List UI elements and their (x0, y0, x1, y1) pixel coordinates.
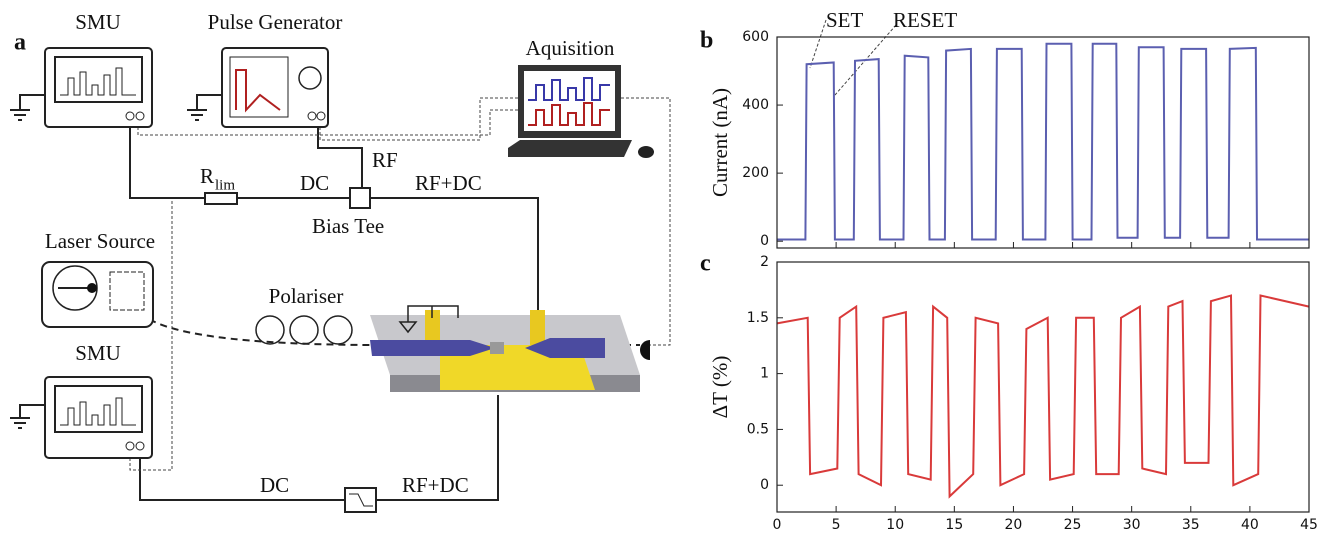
label: Bias Tee (312, 214, 384, 238)
x-tick-label: 40 (1241, 517, 1259, 533)
panel-label: c (700, 251, 711, 277)
x-tick-label: 20 (1005, 517, 1023, 533)
port (135, 111, 145, 121)
wire (129, 127, 539, 310)
schematic: SMU Pulse Generator Aquisition RF DC R l… (10, 10, 671, 513)
y-axis-label: Current (nA) (708, 88, 732, 197)
port (307, 111, 317, 121)
y-tick-label: 600 (742, 29, 769, 45)
y-axis-label: ΔT (%) (708, 356, 732, 419)
y-tick-label: 400 (742, 97, 769, 113)
label: Laser Source (45, 229, 155, 253)
data-line (777, 42, 1309, 241)
y-tick-label: 0 (760, 477, 769, 493)
screen (229, 56, 289, 118)
label: DC (300, 171, 329, 195)
x-tick-label: 45 (1300, 517, 1318, 533)
ground (187, 94, 222, 121)
y-tick-label: 200 (742, 165, 769, 181)
label: RF+DC (415, 171, 482, 195)
label: SMU (75, 341, 121, 365)
keyboard (508, 140, 632, 157)
waveform (60, 67, 136, 96)
label: lim (215, 177, 235, 193)
keypad (109, 271, 145, 311)
wire (317, 127, 363, 188)
y-tick-label: 1 (760, 366, 769, 382)
y-tick-label: 2 (760, 254, 769, 270)
plot-frame (776, 261, 1310, 513)
monitor-screen (524, 71, 615, 131)
y-tick-label: 1.5 (747, 310, 769, 326)
port (135, 441, 145, 451)
label: RF (372, 148, 398, 172)
detector (640, 340, 650, 360)
annotation: SET (826, 8, 864, 32)
y-tick-label: 0.5 (747, 421, 769, 437)
port (316, 111, 326, 121)
waveguide (370, 338, 605, 358)
label: Pulse Generator (208, 10, 343, 34)
cell (490, 342, 504, 354)
wire (139, 395, 499, 501)
label: SMU (75, 10, 121, 34)
label: RF+DC (402, 473, 469, 497)
plot-frame (776, 36, 1310, 249)
x-tick-label: 10 (886, 517, 904, 533)
resistor (204, 192, 238, 205)
panel-label: b (700, 28, 713, 54)
port (125, 111, 135, 121)
x-tick-label: 25 (1064, 517, 1082, 533)
trace (528, 77, 610, 101)
pulse-trace (235, 69, 281, 113)
paddle (289, 315, 319, 345)
paddle (255, 315, 285, 345)
panel-label: a (14, 30, 26, 56)
y-tick-label: 0 (760, 233, 769, 249)
bias-tee (349, 187, 371, 209)
label: Aquisition (526, 36, 615, 60)
knob (298, 66, 322, 90)
label: DC (260, 473, 289, 497)
x-tick-label: 30 (1123, 517, 1141, 533)
ground (10, 404, 45, 429)
paddle (323, 315, 353, 345)
label: R (200, 164, 214, 188)
signal-line (129, 97, 671, 471)
label: Polariser (269, 284, 344, 308)
ground (10, 94, 45, 121)
mouse (638, 146, 654, 158)
x-tick-label: 15 (945, 517, 963, 533)
x-tick-label: 0 (773, 517, 782, 533)
dial-knob (87, 283, 97, 293)
waveform (60, 397, 136, 426)
x-tick-label: 35 (1182, 517, 1200, 533)
annotation: RESET (893, 8, 957, 32)
x-tick-label: 5 (832, 517, 841, 533)
filter-symbol (349, 493, 373, 507)
data-line (776, 294, 1310, 499)
trace (528, 102, 610, 126)
ground (398, 305, 459, 334)
port (125, 441, 135, 451)
